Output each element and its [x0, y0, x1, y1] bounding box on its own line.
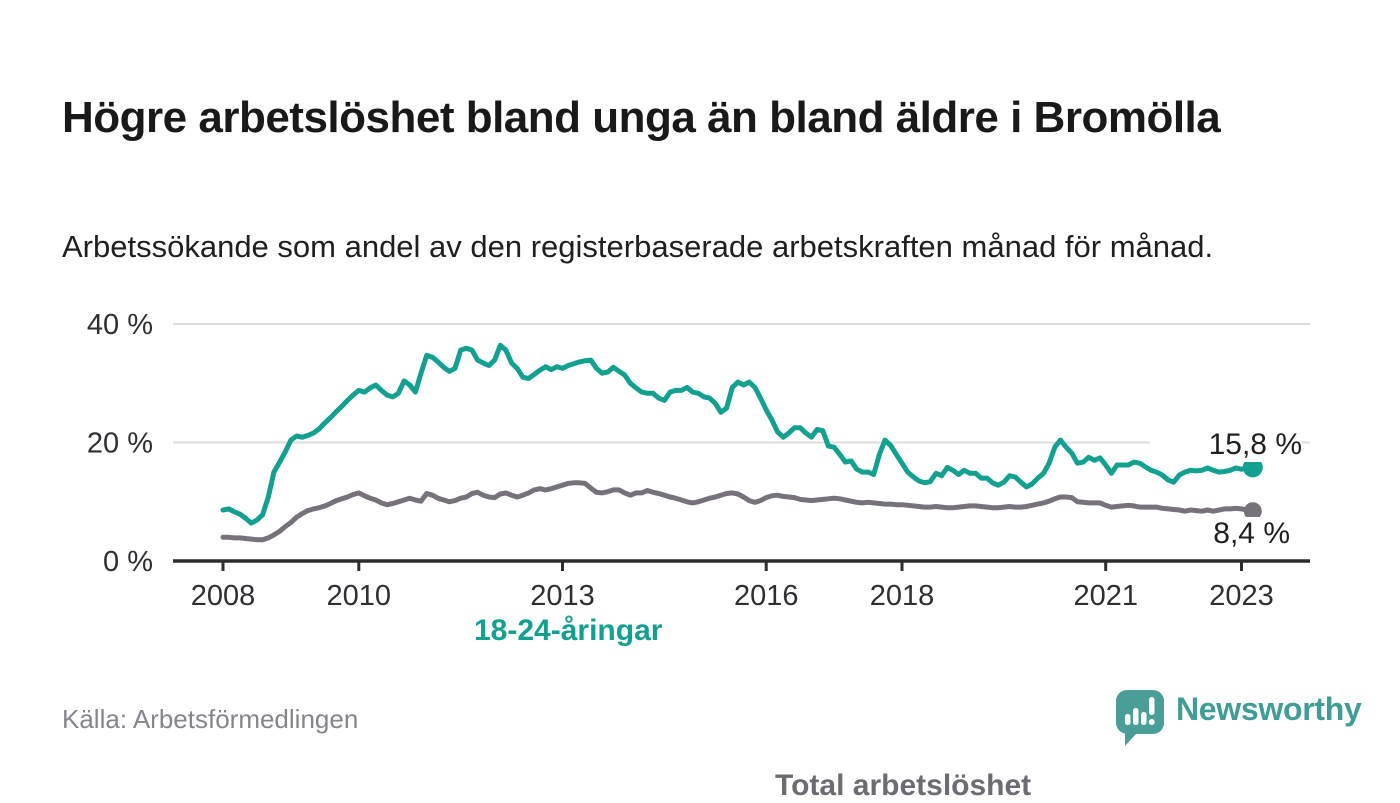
x-tick-label: 2010 — [327, 580, 392, 612]
page-title: Högre arbetslöshet bland unga än bland ä… — [62, 93, 1221, 143]
x-tick-label: 2021 — [1073, 580, 1138, 612]
x-tick-label: 2023 — [1209, 580, 1274, 612]
x-tick-label: 2013 — [530, 580, 595, 612]
series-line — [220, 480, 1256, 543]
series-label-youth: 18-24-åringar — [474, 614, 663, 647]
newsworthy-logo-icon — [1116, 690, 1164, 746]
x-tick-label: 2016 — [734, 580, 799, 612]
unemployment-line-chart: 2008 2010 2013 2016 2018 2021 2023 0 % 20 % 40 % — [87, 309, 1310, 612]
series-label-total: Total arbetslöshet — [775, 769, 1032, 802]
series-line — [220, 342, 1256, 526]
chart-subtitle: Arbetssökande som andel av den registerb… — [62, 229, 1214, 264]
end-value-youth: 15,8 % — [1150, 428, 1302, 462]
newsworthy-brand: Newsworthy — [1114, 688, 1362, 748]
x-tick-label: 2008 — [191, 580, 256, 612]
source-note: Källa: Arbetsförmedlingen — [62, 704, 359, 734]
line-chart-area: 2008 2010 2013 2016 2018 2021 2023 0 % 20 % 40 % … — [0, 280, 1400, 802]
y-tick-label: 40 % — [87, 309, 153, 341]
speech-bubble-shape — [1116, 690, 1164, 746]
y-tick-label: 20 % — [87, 428, 153, 460]
x-tick-label: 2018 — [870, 580, 935, 612]
brand-name: Newsworthy — [1176, 691, 1362, 727]
bar-chart-glyph — [1125, 697, 1155, 725]
end-value-total: 8,4 % — [1150, 517, 1290, 551]
y-tick-label: 0 % — [103, 546, 153, 578]
series-end-dot — [1242, 457, 1263, 478]
series-end-dot — [1243, 502, 1262, 521]
